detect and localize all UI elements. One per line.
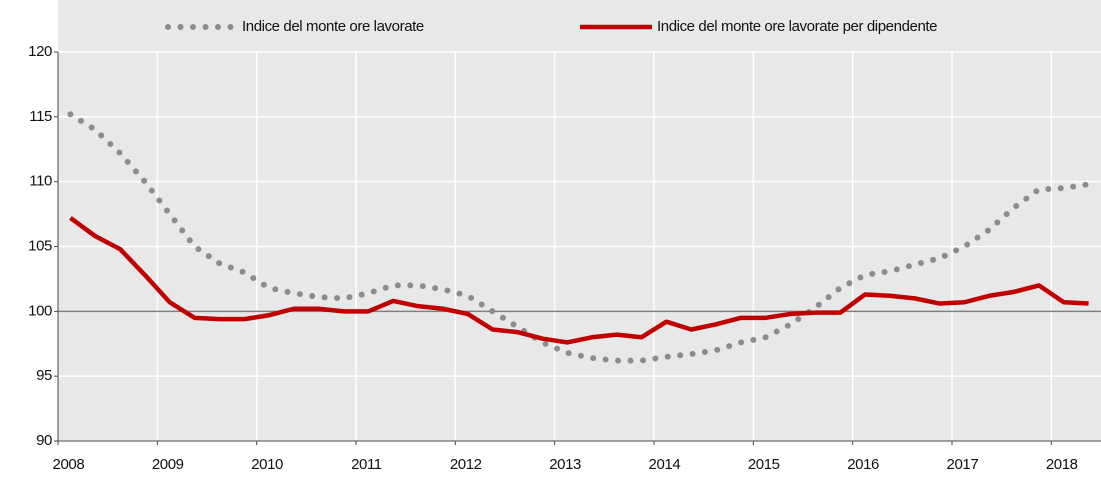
- y-tick-label: 115: [29, 108, 52, 125]
- legend-background: [0, 0, 1101, 441]
- legend-label: Indice del monte ore lavorate: [242, 18, 424, 35]
- x-tick-label: 2014: [649, 456, 681, 473]
- x-tick-label: 2009: [152, 456, 184, 473]
- x-tick-label: 2013: [549, 456, 581, 473]
- x-tick-label: 2011: [351, 456, 382, 473]
- axis-margin: [0, 0, 58, 477]
- series-line: [67, 111, 1092, 364]
- y-tick-label: 105: [28, 237, 52, 254]
- x-tick-label: 2017: [947, 456, 979, 473]
- y-tick-label: 95: [36, 367, 52, 384]
- x-tick-label: 2018: [1046, 456, 1078, 473]
- x-tick-label: 2012: [450, 456, 482, 473]
- y-tick-label: 90: [36, 432, 52, 449]
- x-tick-label: 2008: [53, 456, 85, 473]
- y-tick-label: 110: [29, 173, 52, 190]
- y-tick-label: 120: [28, 43, 52, 60]
- x-tick-label: 2015: [748, 456, 780, 473]
- x-tick-label: 2016: [847, 456, 879, 473]
- y-tick-label: 100: [28, 302, 52, 319]
- legend-label: Indice del monte ore lavorate per dipend…: [657, 18, 937, 35]
- x-tick-label: 2010: [251, 456, 283, 473]
- series-line: [69, 216, 1089, 345]
